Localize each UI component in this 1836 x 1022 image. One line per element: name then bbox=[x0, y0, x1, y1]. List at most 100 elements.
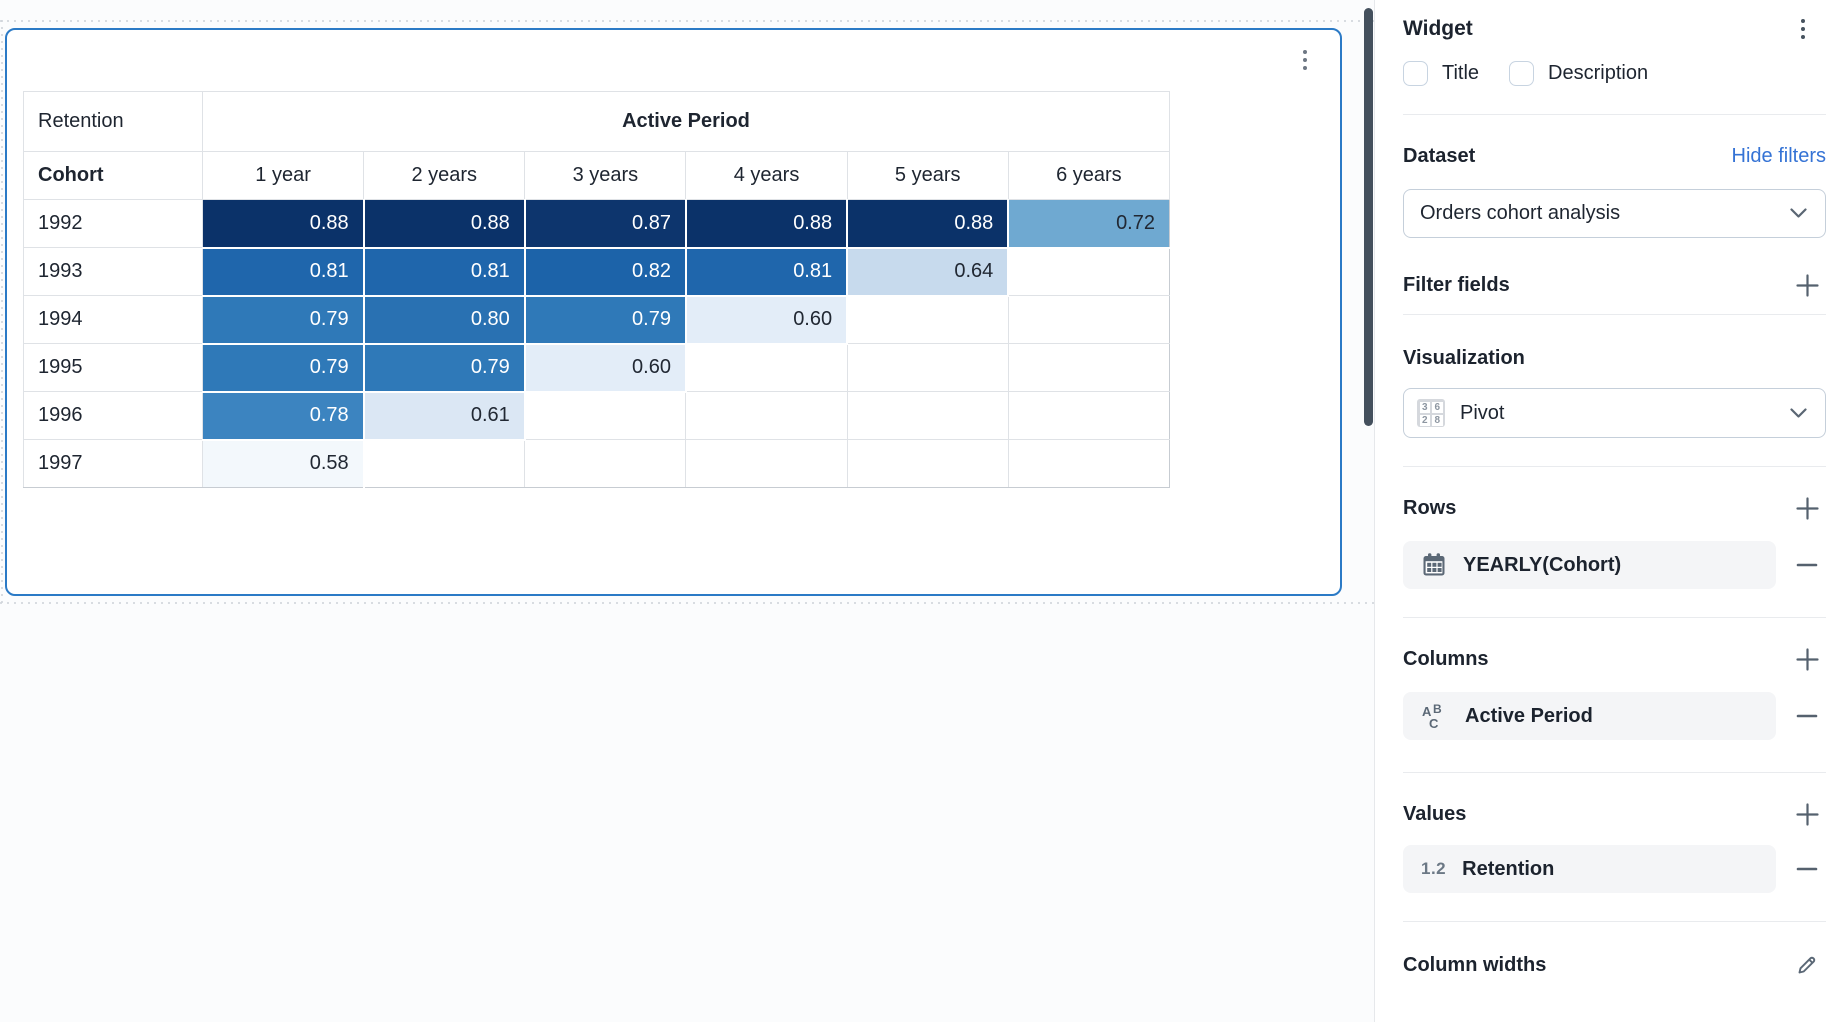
pivot-value-cell: 0.79 bbox=[201, 294, 365, 345]
pivot-column-header: 3 years bbox=[524, 151, 687, 200]
pivot-table-row: 1992 0.88 0.88 0.87 0.88 0.88 0.72 bbox=[23, 199, 1171, 249]
sidebar-menu-button[interactable] bbox=[1788, 14, 1818, 44]
chevron-down-icon bbox=[1790, 407, 1807, 418]
rows-field-chip[interactable]: YEARLY(Cohort) bbox=[1403, 541, 1776, 589]
pivot-row-label: 1996 bbox=[23, 391, 203, 440]
pivot-column-group-header: Active Period bbox=[202, 91, 1170, 152]
title-checkbox-label: Title bbox=[1442, 61, 1480, 84]
minus-icon bbox=[1796, 563, 1818, 567]
pivot-value-cell: 0.79 bbox=[523, 294, 687, 345]
pivot-empty-cell bbox=[846, 439, 1009, 488]
pivot-empty-cell bbox=[524, 391, 687, 440]
pivot-value-cell: 0.87 bbox=[523, 199, 687, 249]
widget-card[interactable]: Retention Active Period Cohort 1 year 2 year… bbox=[5, 28, 1342, 596]
pivot-empty-cell bbox=[685, 343, 848, 392]
pivot-empty-cell bbox=[1007, 247, 1171, 296]
canvas-scrollbar[interactable] bbox=[1364, 8, 1373, 426]
values-field-chip[interactable]: 1.2 Retention bbox=[1403, 845, 1776, 893]
pivot-value-cell: 0.81 bbox=[362, 246, 526, 297]
pivot-column-header: 6 years bbox=[1007, 151, 1171, 200]
description-checkbox-row[interactable]: Description bbox=[1509, 60, 1648, 86]
pivot-value-cell: 0.88 bbox=[201, 199, 365, 249]
remove-values-field-button[interactable] bbox=[1790, 852, 1824, 886]
rows-heading: Rows bbox=[1403, 496, 1457, 519]
hide-filters-link[interactable]: Hide filters bbox=[1731, 144, 1826, 167]
pivot-value-cell: 0.60 bbox=[684, 294, 849, 345]
dataset-heading: Dataset bbox=[1403, 144, 1476, 167]
pivot-row-label: 1993 bbox=[23, 247, 203, 296]
pivot-value-cell: 0.81 bbox=[201, 246, 365, 297]
remove-rows-field-button[interactable] bbox=[1790, 548, 1824, 582]
pivot-value-cell: 0.81 bbox=[684, 246, 849, 297]
minus-icon bbox=[1796, 867, 1818, 871]
pivot-column-header: 5 years bbox=[846, 151, 1009, 200]
dashboard-canvas: Retention Active Period Cohort 1 year 2 year… bbox=[0, 8, 1374, 604]
pivot-value-cell: 0.58 bbox=[201, 438, 365, 488]
number-field-type-icon: 1.2 bbox=[1421, 859, 1447, 878]
pivot-row-label: 1997 bbox=[23, 439, 203, 488]
plus-icon bbox=[1795, 496, 1819, 520]
filter-fields-heading: Filter fields bbox=[1403, 273, 1510, 296]
add-values-field-button[interactable] bbox=[1790, 797, 1824, 831]
divider bbox=[1403, 772, 1826, 773]
pivot-empty-cell bbox=[524, 439, 687, 488]
dataset-select-value: Orders cohort analysis bbox=[1420, 202, 1621, 224]
kebab-menu-icon bbox=[1800, 18, 1806, 24]
pivot-value-cell: 0.60 bbox=[523, 342, 687, 393]
divider bbox=[1403, 617, 1826, 618]
pivot-visualization-icon: 3 6 2 8 bbox=[1417, 399, 1445, 427]
visualization-select-value: Pivot bbox=[1460, 401, 1505, 424]
add-filter-field-button[interactable] bbox=[1790, 268, 1824, 302]
pivot-value-cell: 0.72 bbox=[1007, 199, 1171, 249]
pivot-column-header: 4 years bbox=[685, 151, 848, 200]
divider bbox=[1403, 314, 1826, 315]
plus-icon bbox=[1795, 647, 1819, 671]
settings-sidebar: Widget Title Description Dataset Hide fi… bbox=[1374, 0, 1836, 1022]
pivot-table-row: 1994 0.79 0.80 0.79 0.60 bbox=[23, 294, 1171, 345]
pivot-empty-cell bbox=[363, 439, 526, 488]
pivot-empty-cell bbox=[1007, 343, 1171, 392]
pivot-empty-cell bbox=[1007, 391, 1171, 440]
add-rows-field-button[interactable] bbox=[1790, 491, 1824, 525]
pivot-row-label: 1992 bbox=[23, 199, 203, 248]
description-checkbox[interactable] bbox=[1509, 60, 1535, 86]
pivot-row-label: 1994 bbox=[23, 295, 203, 344]
title-checkbox-row[interactable]: Title bbox=[1403, 60, 1480, 86]
kebab-menu-icon bbox=[1303, 50, 1307, 54]
pivot-value-cell: 0.79 bbox=[362, 342, 526, 393]
title-checkbox[interactable] bbox=[1403, 60, 1428, 86]
pivot-empty-cell bbox=[685, 439, 848, 488]
chevron-down-icon bbox=[1790, 208, 1807, 218]
pivot-value-cell: 0.88 bbox=[846, 199, 1010, 249]
pivot-table-row: 1995 0.79 0.79 0.60 bbox=[23, 342, 1171, 393]
remove-columns-field-button[interactable] bbox=[1790, 699, 1824, 733]
pivot-table: Retention Active Period Cohort 1 year 2 year… bbox=[23, 91, 1171, 488]
visualization-heading: Visualization bbox=[1403, 346, 1525, 369]
divider bbox=[1403, 466, 1826, 467]
pivot-value-cell: 0.88 bbox=[362, 199, 526, 249]
column-widths-heading: Column widths bbox=[1403, 953, 1547, 976]
sidebar-title: Widget bbox=[1403, 17, 1473, 40]
pivot-column-header: 2 years bbox=[363, 151, 526, 200]
add-columns-field-button[interactable] bbox=[1790, 642, 1824, 676]
pivot-empty-cell bbox=[846, 391, 1009, 440]
visualization-select[interactable]: 3 6 2 8 Pivot bbox=[1403, 388, 1826, 438]
pivot-value-cell: 0.79 bbox=[201, 342, 365, 393]
pivot-row-header: Cohort bbox=[23, 151, 203, 200]
divider bbox=[1403, 921, 1826, 922]
widget-menu-button[interactable] bbox=[1294, 46, 1316, 74]
edit-column-widths-button[interactable] bbox=[1790, 948, 1824, 982]
dataset-select[interactable]: Orders cohort analysis bbox=[1403, 189, 1826, 238]
pivot-row-label: 1995 bbox=[23, 343, 203, 392]
pivot-value-cell: 0.61 bbox=[362, 390, 526, 441]
pivot-value-cell: 0.80 bbox=[362, 294, 526, 345]
pivot-table-row: 1997 0.58 bbox=[23, 438, 1171, 488]
pivot-table-row: 1996 0.78 0.61 bbox=[23, 390, 1171, 441]
pivot-measure-label: Retention bbox=[23, 91, 203, 152]
pivot-empty-cell bbox=[846, 343, 1009, 392]
pencil-icon bbox=[1798, 956, 1816, 974]
rows-field-label: YEARLY(Cohort) bbox=[1463, 553, 1622, 576]
calendar-icon bbox=[1423, 553, 1445, 576]
